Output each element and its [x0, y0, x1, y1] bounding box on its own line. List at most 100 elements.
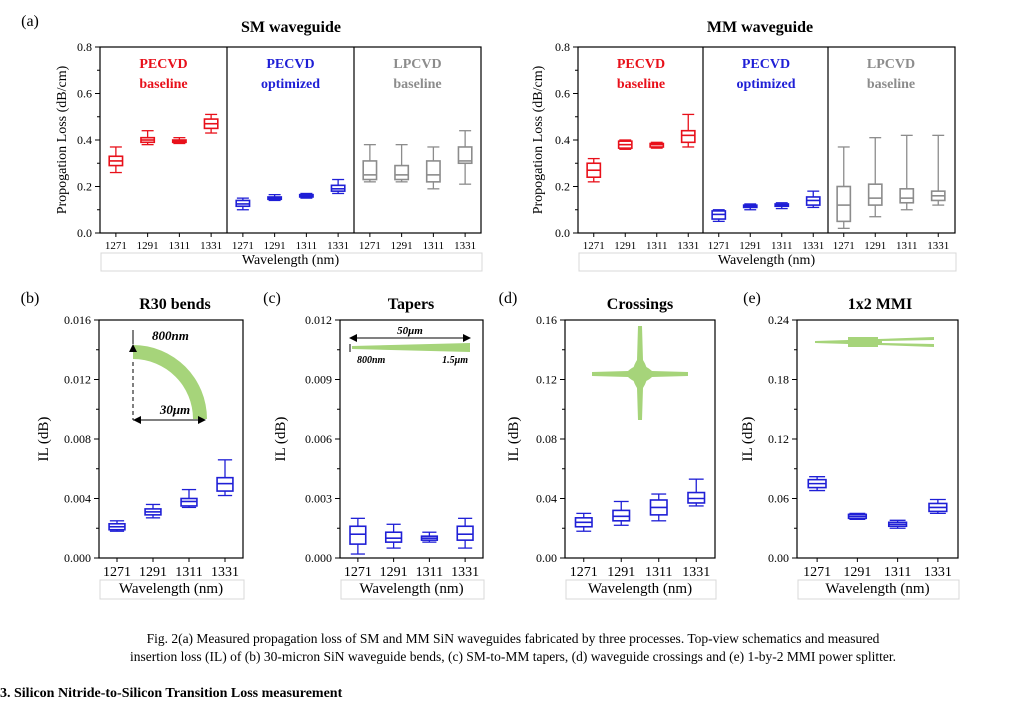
x-tick-label: 1291 — [739, 240, 761, 252]
box-1331 — [687, 478, 706, 507]
taper-length-label: 50μm — [397, 325, 423, 337]
y-tick-label: 0.000 — [305, 551, 332, 565]
y-axis-label: IL (dB) — [273, 417, 289, 462]
caption-line-2: insertion loss (IL) of (b) 30-micron SiN… — [130, 649, 896, 664]
y-tick-label: 0.12 — [768, 432, 789, 446]
box-iqr — [457, 146, 473, 165]
group-label: PECVD — [266, 57, 314, 72]
x-tick-label: 1291 — [380, 565, 408, 580]
x-axis-box — [565, 579, 717, 600]
x-tick-label: 1271 — [833, 240, 855, 252]
box-iqr — [425, 160, 441, 183]
arrowhead — [463, 334, 471, 342]
x-tick-label: 1311 — [645, 565, 672, 580]
group-sublabel: baseline — [139, 77, 187, 92]
plot-frame — [577, 46, 956, 234]
box-1291 — [742, 203, 758, 211]
group-sublabel: optimized — [261, 77, 320, 92]
x-axis-label: Wavelength (nm) — [119, 581, 223, 597]
box-1271 — [108, 520, 126, 532]
x-axis-box — [99, 579, 245, 600]
x-tick-label: 1291 — [139, 565, 167, 580]
x-tick-label: 1271 — [803, 565, 831, 580]
x-tick-label: 1311 — [884, 565, 911, 580]
box-1311 — [649, 493, 668, 522]
x-tick-label: 1311 — [771, 240, 793, 252]
box-iqr — [899, 188, 915, 204]
box-1311 — [649, 141, 665, 149]
box-1291 — [612, 500, 631, 526]
taper-output-width-label: 1.5μm — [442, 355, 468, 366]
group-label: PECVD — [742, 57, 790, 72]
y-tick-label: 0.6 — [555, 87, 570, 101]
chart-title: Tapers — [388, 296, 435, 313]
box-1311 — [420, 531, 439, 543]
bend-radius-label: 30μm — [159, 402, 190, 417]
box-1331 — [203, 113, 219, 134]
y-tick-label: 0.8 — [555, 40, 570, 54]
x-tick-label: 1331 — [200, 240, 222, 252]
crossing-vertical-arm — [632, 326, 648, 420]
y-tick-label: 0.2 — [555, 180, 570, 194]
x-tick-label: 1331 — [454, 240, 476, 252]
x-tick-label: 1331 — [677, 240, 699, 252]
y-tick-label: 0.012 — [305, 313, 332, 327]
chart-title: 1x2 MMI — [848, 296, 912, 313]
y-tick-label: 0.2 — [77, 180, 92, 194]
box-1291 — [394, 143, 410, 183]
plot-frame — [99, 46, 482, 234]
box-1291 — [867, 137, 883, 218]
box-1291 — [847, 512, 868, 520]
x-axis-label: Wavelength (nm) — [825, 581, 929, 597]
y-tick-label: 0.008 — [64, 432, 91, 446]
x-tick-label: 1271 — [105, 240, 127, 252]
y-tick-label: 0.004 — [64, 492, 91, 506]
x-tick-label: 1311 — [416, 565, 443, 580]
panel-label: (a) — [21, 13, 39, 30]
x-axis-box — [100, 252, 483, 272]
arrowhead — [198, 416, 206, 424]
x-axis-label: Wavelength (nm) — [588, 581, 692, 597]
chart-title: MM waveguide — [707, 19, 813, 36]
box-iqr — [394, 164, 410, 181]
group-label: LPCVD — [867, 57, 915, 72]
panel-label: (d) — [499, 290, 518, 307]
crossing-schematic — [592, 326, 688, 420]
x-tick-label: 1291 — [607, 565, 635, 580]
box-1271 — [836, 146, 852, 230]
group-sublabel: baseline — [617, 77, 665, 92]
box-iqr — [867, 183, 883, 206]
box-1271 — [108, 146, 124, 174]
x-axis-label: Wavelength (nm) — [242, 253, 340, 268]
y-tick-label: 0.003 — [305, 492, 332, 506]
x-tick-label: 1311 — [896, 240, 918, 252]
chart-title: Crossings — [607, 296, 673, 313]
chart-title: SM waveguide — [241, 19, 341, 36]
x-tick-label: 1291 — [843, 565, 871, 580]
group-sublabel: optimized — [736, 77, 795, 92]
box-1331 — [928, 498, 948, 515]
mmi-shape — [815, 337, 934, 347]
plot-frame — [796, 319, 959, 559]
box-1331 — [216, 459, 234, 497]
x-axis-label: Wavelength (nm) — [359, 581, 463, 597]
y-tick-label: 0.00 — [536, 551, 557, 565]
box-1311 — [425, 146, 441, 190]
next-section-heading: 3. Silicon Nitride-to-Silicon Transition… — [0, 686, 343, 701]
y-axis-label: IL (dB) — [740, 417, 756, 462]
box-iqr — [456, 525, 474, 541]
x-tick-label: 1331 — [327, 240, 349, 252]
box-1311 — [171, 137, 187, 145]
box-1271 — [362, 143, 378, 183]
box-1291 — [384, 523, 403, 549]
group-sublabel: baseline — [393, 77, 441, 92]
x-tick-label: 1271 — [583, 240, 605, 252]
mmi-schematic — [815, 337, 934, 347]
box-1271 — [711, 209, 727, 223]
x-tick-label: 1311 — [296, 240, 318, 252]
box-iqr — [384, 531, 403, 543]
x-tick-label: 1291 — [264, 240, 286, 252]
figure-caption: Fig. 2(a) Measured propagation loss of S… — [20, 630, 1006, 666]
y-tick-label: 0.08 — [536, 432, 557, 446]
box-iqr — [680, 129, 696, 144]
